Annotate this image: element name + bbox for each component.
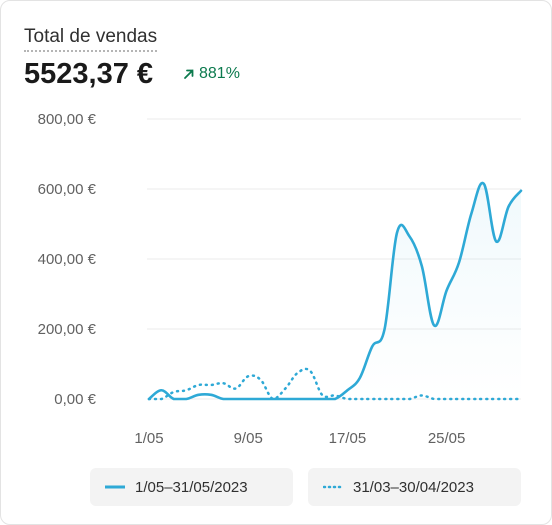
x-tick-label: 25/05 — [428, 430, 466, 447]
legend-item-previous[interactable]: 31/03–30/04/2023 — [308, 468, 521, 506]
current-series-area — [149, 182, 521, 399]
y-tick-label: 800,00 € — [38, 111, 97, 128]
legend-label-previous: 31/03–30/04/2023 — [353, 478, 474, 496]
previous-series-line — [147, 367, 523, 401]
dotted-line-swatch — [323, 485, 343, 489]
y-tick-label: 200,00 € — [38, 321, 97, 338]
x-tick-label: 9/05 — [234, 430, 263, 447]
legend-item-current[interactable]: 1/05–31/05/2023 — [90, 468, 293, 506]
current-series-line — [147, 181, 523, 401]
x-tick-label: 17/05 — [329, 430, 367, 447]
change-percent: 881% — [199, 65, 240, 82]
y-tick-label: 400,00 € — [38, 251, 97, 268]
sales-line-chart: 0,00 € 200,00 € 400,00 € 600,00 € 800,00 € 1/… — [38, 111, 523, 447]
y-tick-label: 0,00 € — [54, 391, 96, 408]
y-tick-label: 600,00 € — [38, 181, 97, 198]
solid-line-swatch — [105, 485, 125, 489]
arrow-up-right-icon — [184, 69, 194, 79]
total-sales-value: 5523,37 € — [24, 58, 154, 90]
card-title[interactable]: Total de vendas — [24, 26, 158, 52]
legend-label-current: 1/05–31/05/2023 — [135, 478, 248, 496]
change-badge: 881% — [183, 64, 240, 84]
x-tick-label: 1/05 — [134, 430, 163, 447]
